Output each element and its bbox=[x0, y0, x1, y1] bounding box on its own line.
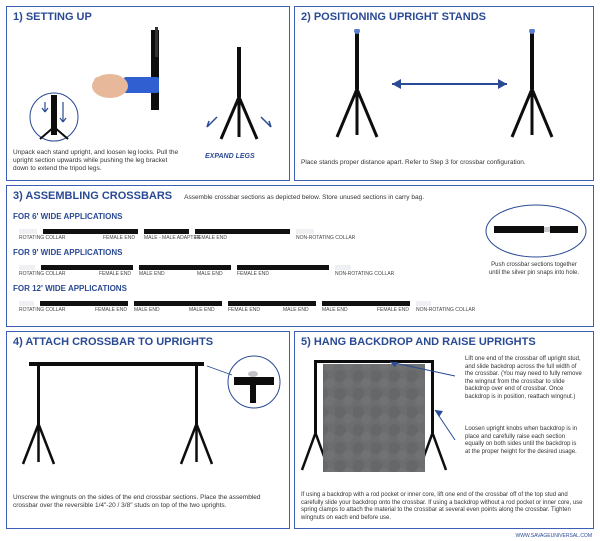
panel-attach: 4) ATTACH CROSSBAR TO UPRIGHTS Unscrew t… bbox=[6, 331, 290, 529]
lbl-male12a: MALE END bbox=[134, 307, 160, 313]
lbl-rot9: ROTATING COLLAR bbox=[19, 271, 66, 277]
lbl-fem2: FEMALE END bbox=[195, 235, 227, 241]
panel5-callout2: Loosen upright knobs when backdrop is in… bbox=[459, 424, 589, 458]
panel4-title: 4) ATTACH CROSSBAR TO UPRIGHTS bbox=[7, 332, 289, 350]
footer-url: WWW.SAVAGEUNIVERSAL.COM bbox=[516, 533, 593, 539]
lbl-fem12b: FEMALE END bbox=[228, 307, 260, 313]
app9-bars: ROTATING COLLAR FEMALE END MALE END MALE … bbox=[13, 258, 473, 276]
panel5-caption: If using a backdrop with a rod pocket or… bbox=[295, 490, 591, 524]
lbl-male9b: MALE END bbox=[197, 271, 223, 277]
lbl-rot: ROTATING COLLAR bbox=[19, 235, 66, 241]
lbl-nonrot: NON-ROTATING COLLAR bbox=[296, 235, 355, 241]
panel5-callout1: Lift one end of the crossbar off upright… bbox=[459, 354, 589, 403]
lbl-fem9: FEMALE END bbox=[99, 271, 131, 277]
panel5-title: 5) HANG BACKDROP AND RAISE UPRIGHTS bbox=[295, 332, 593, 350]
lbl-nonrot12: NON-ROTATING COLLAR bbox=[416, 307, 475, 313]
panel1-title: 1) SETTING UP bbox=[7, 7, 289, 25]
panel4-caption: Unscrew the wingnuts on the sides of the… bbox=[7, 492, 283, 512]
expand-legs-label: EXPAND LEGS bbox=[205, 153, 255, 160]
panel-setting-up: 1) SETTING UP EXPAND LEGS Unp bbox=[6, 6, 290, 181]
app9-heading: FOR 9' WIDE APPLICATIONS bbox=[13, 246, 473, 258]
lbl-fem: FEMALE END bbox=[103, 235, 135, 241]
app12-bars: ROTATING COLLAR FEMALE END MALE END MALE … bbox=[13, 294, 593, 312]
panel1-illustration bbox=[9, 27, 289, 147]
lbl-rot12: ROTATING COLLAR bbox=[19, 307, 66, 313]
lbl-fem12a: FEMALE END bbox=[95, 307, 127, 313]
panel2-title: 2) POSITIONING UPRIGHT STANDS bbox=[295, 7, 593, 25]
panel3-callout: Push crossbar sections together until th… bbox=[479, 260, 589, 279]
lbl-fem12c: FEMALE END bbox=[377, 307, 409, 313]
panel5-illustration bbox=[299, 352, 454, 487]
panel2-caption: Place stands proper distance apart. Refe… bbox=[295, 157, 585, 169]
lbl-male12b: MALE END bbox=[189, 307, 215, 313]
panel3-title: 3) ASSEMBLING CROSSBARS bbox=[7, 186, 178, 204]
app6-bars: ROTATING COLLAR FEMALE END MALE - MALE A… bbox=[13, 222, 473, 240]
lbl-male9a: MALE END bbox=[139, 271, 165, 277]
app12-heading: FOR 12' WIDE APPLICATIONS bbox=[13, 282, 593, 294]
lbl-male12d: MALE END bbox=[322, 307, 348, 313]
panel-assembling: 3) ASSEMBLING CROSSBARS Assemble crossba… bbox=[6, 185, 594, 327]
lbl-nonrot9: NON-ROTATING COLLAR bbox=[335, 271, 394, 277]
panel2-illustration bbox=[297, 29, 593, 149]
lbl-male12c: MALE END bbox=[283, 307, 309, 313]
lbl-adapt: MALE - MALE ADAPTER bbox=[144, 235, 200, 241]
app6-heading: FOR 6' WIDE APPLICATIONS bbox=[13, 210, 473, 222]
panel4-illustration bbox=[9, 352, 289, 482]
panel-hang: 5) HANG BACKDROP AND RAISE UPRIGHTS Lift… bbox=[294, 331, 594, 529]
panel3-intro: Assemble crossbar sections as depicted b… bbox=[178, 188, 430, 204]
panel1-caption: Unpack each stand upright, and loosen le… bbox=[7, 147, 187, 175]
lbl-fem9b: FEMALE END bbox=[237, 271, 269, 277]
panel-positioning: 2) POSITIONING UPRIGHT STANDS Place stan… bbox=[294, 6, 594, 181]
